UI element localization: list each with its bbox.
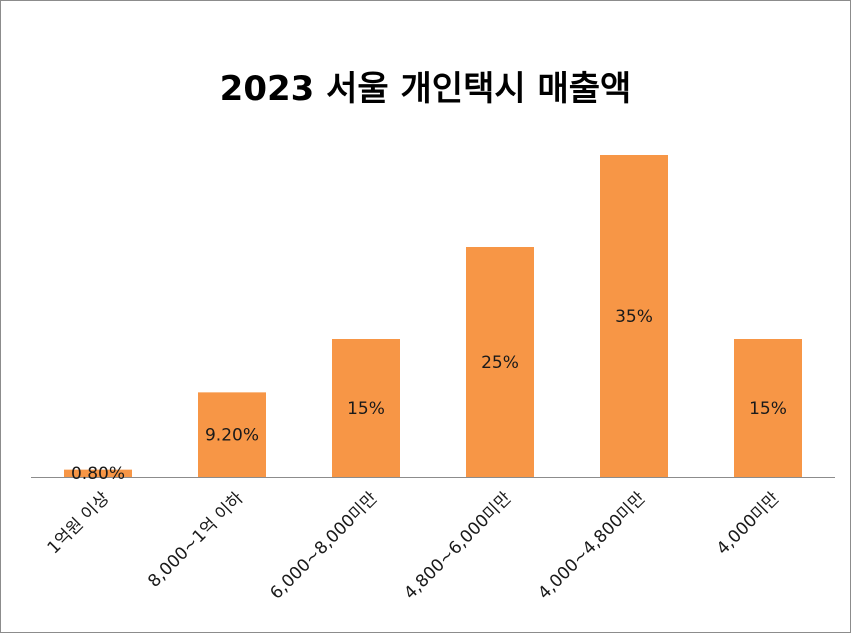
data-label: 15% [749,399,787,419]
data-label: 15% [347,399,385,419]
data-label: 9.20% [205,426,259,446]
bar [600,155,668,477]
bar [64,469,132,477]
data-label: 0.80% [71,464,125,484]
x-tick-label: 4,000~4,800미만 [534,488,649,603]
bar [466,247,534,477]
x-tick-label: 1억원 이상 [44,488,114,558]
data-label: 25% [481,353,519,373]
data-label: 35% [615,307,653,327]
x-tick-label: 4,800~6,000미만 [400,488,515,603]
x-tick-label: 8,000~1억 이하 [144,488,248,592]
chart-title: 2023 서울 개인택시 매출액 [219,69,632,109]
bar [734,339,802,477]
x-tick-label: 4,000미만 [713,488,784,559]
bar [198,392,266,477]
x-tick-label: 6,000~8,000미만 [266,488,381,603]
bar [332,339,400,477]
